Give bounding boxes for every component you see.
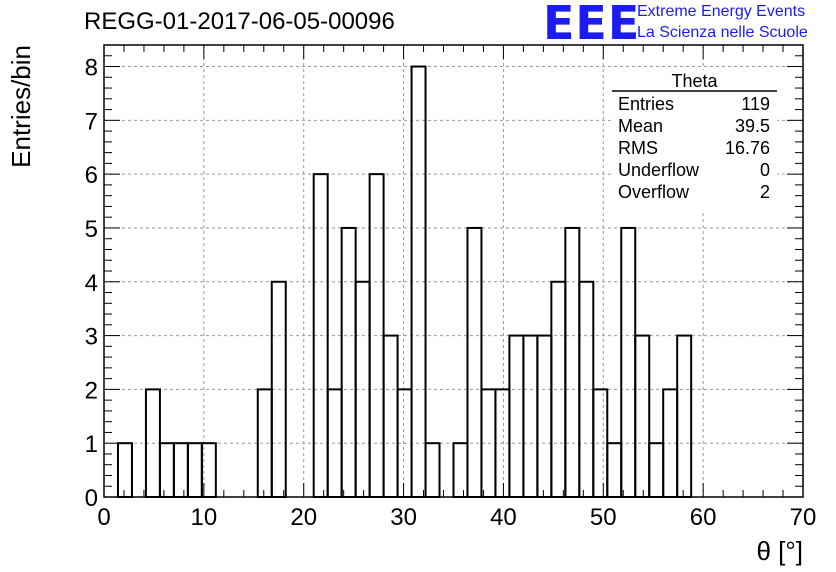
logo-subtitle-line2: La Scienza nelle Scuole xyxy=(637,24,808,41)
x-tick-label: 70 xyxy=(790,504,817,531)
x-tick-label: 60 xyxy=(690,504,717,531)
chart-title: REGG-01-2017-06-05-00096 xyxy=(84,8,395,35)
histogram-bin xyxy=(536,334,553,499)
histogram-bin xyxy=(564,226,581,498)
y-tick-label: 6 xyxy=(85,162,98,189)
histogram-bin xyxy=(522,334,539,499)
histogram-bin xyxy=(648,442,665,499)
histogram-bin xyxy=(340,226,357,498)
y-tick-label: 7 xyxy=(85,108,98,135)
y-tick-label: 0 xyxy=(85,485,98,512)
histogram-bin xyxy=(256,388,273,498)
histogram-bin xyxy=(592,388,609,498)
x-tick-label: 40 xyxy=(490,504,517,531)
histogram-bin xyxy=(186,442,203,499)
histogram-bin xyxy=(620,226,637,498)
stats-row-label: Underflow xyxy=(618,160,700,180)
stats-row-value: 0 xyxy=(760,160,770,180)
stats-row-value: 119 xyxy=(741,94,770,114)
stats-box: Theta Entries 119 Mean 39.5 RMS 16.76 Underflow… xyxy=(612,70,777,210)
x-tick-label: 10 xyxy=(191,504,218,531)
histogram-bin xyxy=(508,334,525,499)
y-axis-label: Entries/bin xyxy=(6,45,36,168)
stats-row-label: Mean xyxy=(618,116,663,136)
stats-box-bg xyxy=(612,70,777,210)
x-axis-label: θ [°] xyxy=(756,536,803,566)
histogram-bin xyxy=(452,442,469,499)
y-tick-label: 4 xyxy=(85,270,98,297)
histogram-bin xyxy=(466,226,483,498)
histogram-bin xyxy=(382,334,399,499)
y-tick-label: 5 xyxy=(85,216,98,243)
histogram-bin xyxy=(158,442,175,499)
stats-row-label: Entries xyxy=(618,94,674,114)
stats-row-value: 16.76 xyxy=(725,138,770,158)
histogram-bin xyxy=(676,334,693,499)
histogram-bin xyxy=(550,280,567,498)
axis-ticks xyxy=(103,44,804,498)
y-tick-label: 2 xyxy=(85,377,98,404)
logo-subtitle-line1: Extreme Energy Events xyxy=(637,3,806,20)
histogram-bin xyxy=(424,442,441,499)
x-tick-label: 20 xyxy=(290,504,317,531)
stats-row-value: 2 xyxy=(760,182,770,202)
histogram-bin xyxy=(634,334,651,499)
stats-row-label: Overflow xyxy=(618,182,690,202)
stats-box-title: Theta xyxy=(671,71,718,91)
stats-row-value: 39.5 xyxy=(735,116,770,136)
histogram-bin xyxy=(116,442,133,499)
y-tick-label: 1 xyxy=(85,431,98,458)
eee-logo: EEE xyxy=(543,0,641,50)
x-tick-label: 30 xyxy=(390,504,417,531)
x-tick-label: 0 xyxy=(97,504,110,531)
x-tick-label: 50 xyxy=(590,504,617,531)
y-tick-label: 8 xyxy=(85,55,98,82)
histogram-bin xyxy=(172,442,189,499)
y-tick-label: 3 xyxy=(85,324,98,351)
histogram-bin xyxy=(606,442,623,499)
stats-row-label: RMS xyxy=(618,138,658,158)
